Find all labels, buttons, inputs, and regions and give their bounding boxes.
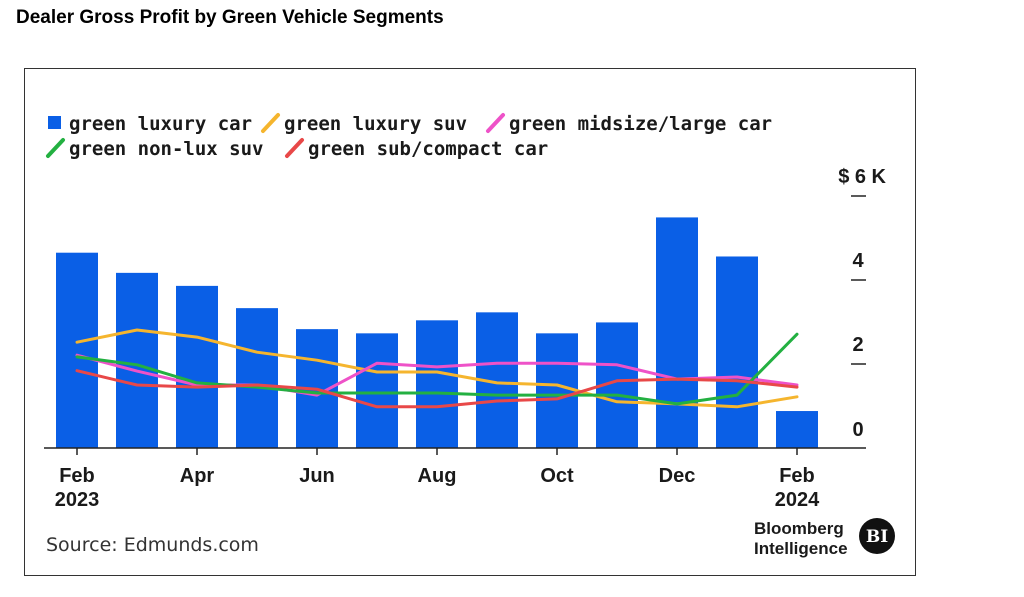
x-tick-label: Apr bbox=[180, 465, 215, 487]
bar-green-luxury-car-2 bbox=[176, 285, 218, 448]
x-tick-year-label: 2024 bbox=[775, 489, 820, 511]
bar-green-luxury-car-8 bbox=[536, 333, 578, 448]
bar-green-luxury-car-6 bbox=[416, 320, 458, 448]
line-green-sub-compact-car bbox=[75, 369, 799, 409]
bloomberg-intelligence-logo: Bloomberg Intelligence BI bbox=[754, 518, 895, 558]
legend-label-green-midsize-large-car: green midsize/large car bbox=[509, 113, 772, 135]
legend-label-green-non-lux-suv: green non-lux suv bbox=[69, 138, 263, 160]
x-tick-label: Oct bbox=[540, 465, 574, 487]
y-tick-label: $ 6 K bbox=[838, 166, 886, 188]
legend-label-green-luxury-suv: green luxury suv bbox=[284, 113, 467, 135]
legend-label-green-luxury-car: green luxury car bbox=[69, 113, 252, 135]
bi-badge-label: BI bbox=[866, 527, 888, 547]
bar-green-luxury-car-10 bbox=[656, 217, 698, 448]
bar-green-luxury-car-0 bbox=[56, 252, 98, 448]
bar-green-luxury-car-11 bbox=[716, 256, 758, 448]
bar-green-luxury-car-1 bbox=[116, 272, 158, 448]
legend-label-green-sub-compact-car: green sub/compact car bbox=[308, 138, 548, 160]
x-tick-label: Dec bbox=[659, 465, 696, 487]
line-green-non-lux-suv bbox=[75, 332, 799, 406]
brand-line1: Bloomberg bbox=[754, 519, 844, 538]
page-title: Dealer Gross Profit by Green Vehicle Seg… bbox=[16, 7, 444, 28]
x-tick-label: Feb bbox=[779, 465, 815, 487]
bar-green-luxury-car-12 bbox=[776, 411, 818, 448]
y-tick-label: 0 bbox=[852, 419, 863, 441]
bar-green-luxury-car-3 bbox=[236, 308, 278, 448]
legend-swatch-green-midsize-large-car bbox=[486, 113, 505, 133]
x-tick-year-label: 2023 bbox=[55, 489, 100, 511]
source-note: Source: Edmunds.com bbox=[46, 534, 259, 556]
legend-swatch-green-non-lux-suv bbox=[46, 138, 65, 158]
line-layer bbox=[75, 328, 799, 409]
x-tick-label: Aug bbox=[418, 465, 457, 487]
bi-badge-icon bbox=[859, 518, 895, 554]
y-tick-label: 2 bbox=[852, 334, 863, 356]
brand-line2: Intelligence bbox=[754, 539, 848, 558]
legend-swatch-green-luxury-suv bbox=[261, 113, 280, 133]
legend: green luxury car green luxury suv green mi… bbox=[46, 113, 772, 160]
chart-frame bbox=[24, 68, 916, 576]
bar-green-luxury-car-5 bbox=[356, 333, 398, 448]
legend-swatch-green-sub-compact-car bbox=[285, 138, 304, 158]
y-tick-label: 4 bbox=[852, 250, 864, 272]
x-tick-label: Jun bbox=[299, 465, 335, 487]
x-tick-label: Feb bbox=[59, 465, 95, 487]
legend-swatch-green-luxury-car bbox=[48, 116, 61, 129]
